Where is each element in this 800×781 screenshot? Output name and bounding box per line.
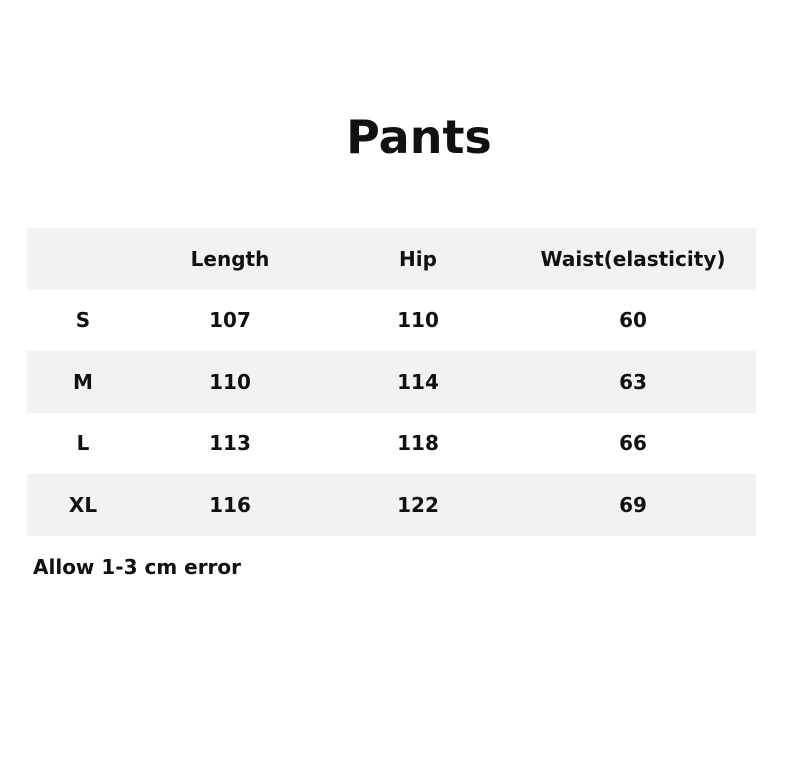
error-note: Allow 1-3 cm error bbox=[33, 555, 242, 579]
table-cell: 116 bbox=[209, 492, 251, 517]
header-cell: Length bbox=[190, 246, 270, 271]
size-table: Length Hip Waist(elasticity) S 107 110 6… bbox=[27, 228, 756, 536]
table-cell: 69 bbox=[619, 492, 647, 517]
table-cell: 60 bbox=[619, 308, 647, 333]
table-cell: 66 bbox=[619, 431, 647, 456]
table-cell: 114 bbox=[397, 369, 439, 394]
header-cell: Waist(elasticity) bbox=[540, 246, 726, 271]
table-cell: 118 bbox=[397, 431, 439, 456]
table-cell: S bbox=[75, 308, 91, 333]
table-cell: 107 bbox=[209, 308, 251, 333]
table-header: Length Hip Waist(elasticity) bbox=[27, 228, 756, 290]
header-cell: Hip bbox=[399, 246, 437, 271]
table-cell: 63 bbox=[619, 369, 647, 394]
table-row: M 110 114 63 bbox=[27, 351, 756, 413]
table-cell: XL bbox=[68, 492, 98, 517]
table-cell: 113 bbox=[209, 431, 251, 456]
table-cell: M bbox=[73, 369, 93, 394]
page-title: Pants bbox=[346, 110, 492, 164]
table-row: XL 116 122 69 bbox=[27, 474, 756, 536]
table-row: S 107 110 60 bbox=[27, 290, 756, 352]
table-cell: 110 bbox=[397, 308, 439, 333]
table-cell: 110 bbox=[209, 369, 251, 394]
table-cell: 122 bbox=[397, 492, 439, 517]
table-row: L 113 118 66 bbox=[27, 413, 756, 475]
table-cell: L bbox=[76, 431, 90, 456]
